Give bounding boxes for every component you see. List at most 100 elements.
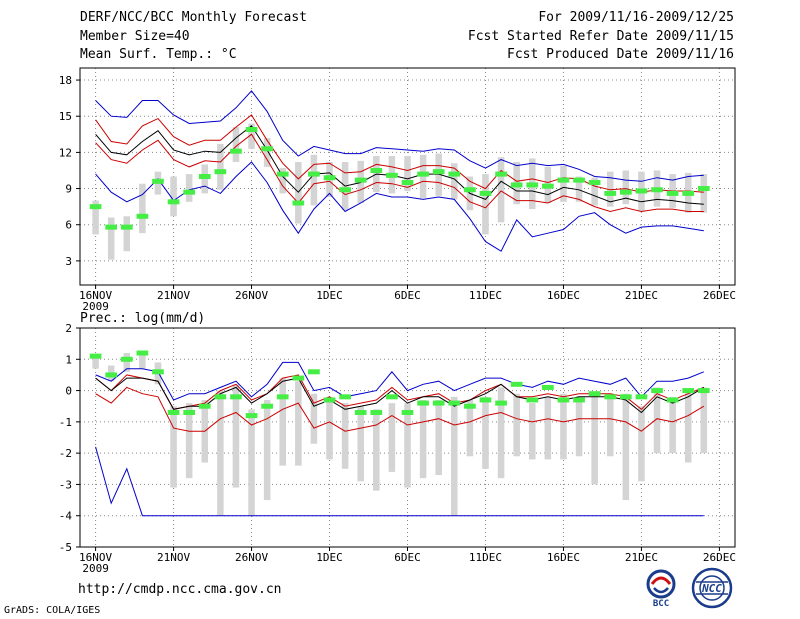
observed-marker	[401, 409, 414, 415]
spread-box	[606, 393, 614, 457]
series-ensemble-min	[95, 446, 704, 517]
x-tick-label: 6DEC	[394, 289, 421, 302]
spread-box	[700, 387, 708, 454]
spread-box	[591, 393, 598, 485]
spread-box	[341, 403, 349, 469]
x-tick-year: 2009	[82, 300, 109, 313]
observed-marker	[386, 394, 398, 400]
spread-box	[170, 176, 177, 217]
y-tick-label: -5	[59, 541, 72, 554]
observed-marker	[230, 394, 242, 400]
x-tick-label: 1DEC	[316, 551, 343, 564]
observed-marker	[292, 200, 305, 206]
spread-box	[404, 403, 411, 488]
observed-marker	[666, 190, 679, 196]
observed-marker	[370, 167, 383, 173]
observed-marker	[448, 400, 461, 406]
spread-box	[482, 174, 489, 235]
observed-marker	[339, 187, 351, 193]
observed-marker	[214, 394, 227, 400]
series-ensemble-max	[95, 90, 704, 182]
x-tick-label: 21NOV	[157, 289, 190, 302]
observed-marker	[370, 409, 383, 415]
observed-marker	[120, 224, 133, 230]
x-tick-label: 11DEC	[469, 289, 502, 302]
observed-marker	[448, 171, 461, 177]
observed-marker	[105, 224, 118, 230]
observed-marker	[308, 369, 320, 375]
spread-box	[357, 406, 364, 482]
series-ensemble-max	[95, 361, 704, 401]
observed-marker	[198, 403, 211, 409]
observed-marker	[136, 350, 149, 356]
observed-marker	[339, 394, 351, 400]
y-tick-label: 1	[65, 353, 72, 366]
series-ensemble-mean	[95, 377, 705, 414]
spread-box	[575, 396, 583, 457]
source-url[interactable]: http://cmdp.ncc.cma.gov.cn	[78, 582, 282, 597]
spread-box	[92, 356, 99, 369]
spread-box	[638, 406, 645, 482]
spread-box	[217, 390, 224, 516]
spread-box	[451, 396, 458, 516]
spread-box	[482, 396, 489, 469]
spread-box	[419, 399, 427, 479]
observed-marker	[464, 187, 476, 193]
observed-marker	[510, 381, 523, 387]
x-tick-label: 26NOV	[235, 289, 268, 302]
spread-box	[606, 171, 614, 207]
observed-marker	[432, 169, 445, 175]
x-tick-label: 16DEC	[547, 551, 580, 564]
observed-marker	[495, 400, 507, 406]
spread-box	[92, 200, 99, 235]
x-tick-label: 26DEC	[703, 551, 736, 564]
spread-box	[513, 393, 520, 457]
observed-marker	[542, 384, 554, 390]
x-tick-label: 16NOV	[79, 551, 112, 564]
observed-marker	[152, 369, 164, 375]
observed-marker	[120, 356, 133, 362]
observed-marker	[588, 180, 601, 186]
bcc-logo: BCC	[640, 566, 682, 609]
observed-marker	[526, 397, 539, 403]
y-tick-label: -2	[59, 447, 72, 460]
observed-marker	[619, 394, 632, 400]
observed-marker	[604, 190, 617, 196]
x-tick-label: 16NOV	[79, 289, 112, 302]
y-tick-label: 0	[65, 385, 72, 398]
observed-marker	[323, 175, 336, 181]
observed-marker	[479, 190, 492, 196]
series-upper-spread	[95, 374, 704, 410]
spread-box	[653, 387, 661, 454]
series-ensemble-min	[95, 161, 704, 252]
series-upper-spread	[95, 114, 704, 193]
observed-marker	[136, 213, 149, 219]
y-tick-label: 6	[65, 219, 72, 232]
observed-marker	[183, 409, 196, 415]
observed-marker	[542, 183, 554, 189]
chart-title: DERF/NCC/BCC Monthly Forecast	[80, 10, 307, 25]
spread-box	[185, 403, 193, 479]
x-tick-label: 21NOV	[157, 551, 190, 564]
y-tick-label: -3	[59, 478, 72, 491]
observed-marker	[573, 177, 585, 183]
spread-box	[435, 153, 442, 196]
spread-box	[279, 378, 287, 466]
spread-box	[248, 123, 255, 149]
observed-marker	[666, 397, 679, 403]
observed-marker	[495, 171, 507, 177]
observed-marker	[682, 388, 695, 394]
spread-box	[684, 390, 692, 463]
observed-marker	[697, 388, 710, 394]
observed-marker	[323, 397, 336, 403]
spread-box	[669, 396, 676, 454]
y-tick-label: 3	[65, 255, 72, 268]
spread-box	[497, 387, 505, 479]
grads-credit: GrADS: COLA/IGES	[4, 605, 101, 616]
observed-marker	[308, 171, 320, 177]
observed-marker	[573, 397, 585, 403]
y-tick-label: 15	[59, 110, 72, 123]
observed-marker	[261, 403, 273, 409]
spread-box	[544, 396, 552, 460]
